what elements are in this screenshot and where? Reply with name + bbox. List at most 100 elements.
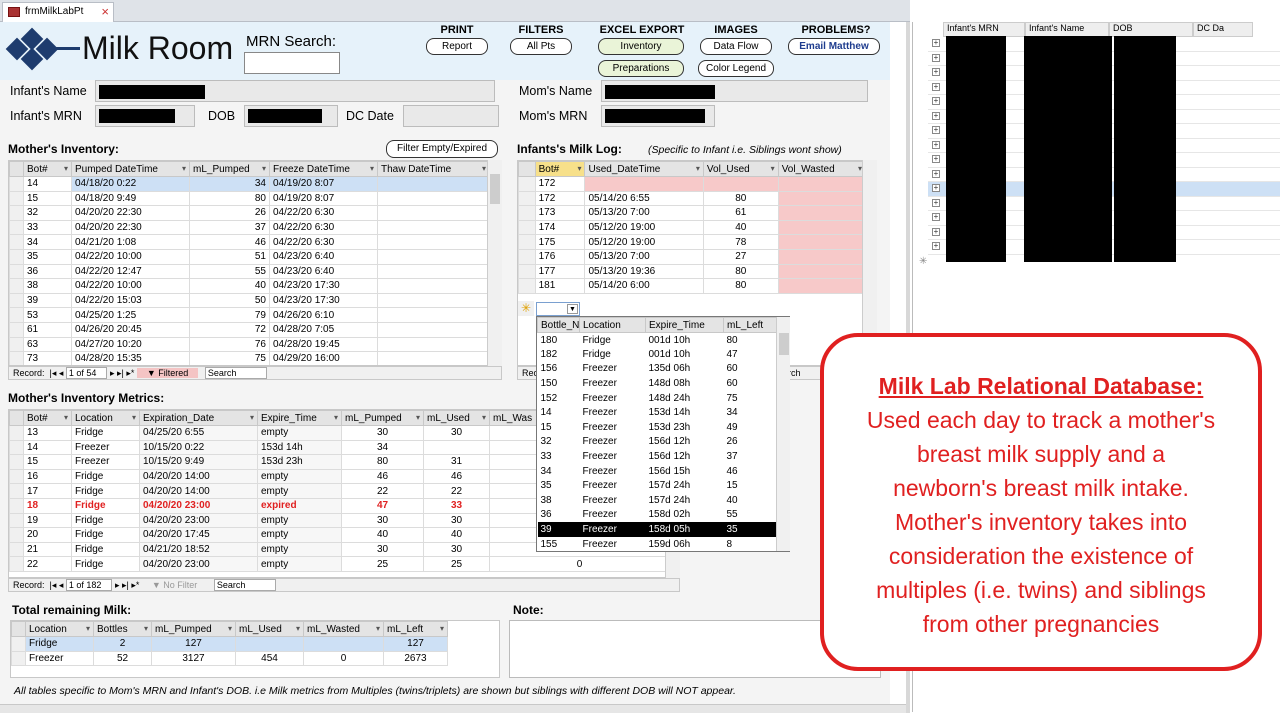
column-header[interactable]: DOB <box>1109 22 1193 37</box>
row-selector[interactable] <box>9 336 24 353</box>
chevron-down-icon[interactable]: ▾ <box>85 623 90 633</box>
column-header[interactable]: Location ▾ <box>25 621 94 637</box>
bottle-dropdown-list[interactable]: Bottle_N Location Expire_Time mL_Left 180 Fr… <box>536 316 790 552</box>
next-record-icon[interactable]: ▸ ▸| ▸* <box>114 580 142 590</box>
column-header[interactable]: mL_Pumped ▾ <box>341 410 424 426</box>
table-row[interactable]: 15 04/18/20 9:49 80 04/19/20 8:07 <box>9 190 490 207</box>
expand-row-icon[interactable]: + <box>932 81 940 91</box>
chevron-down-icon[interactable]: ▾ <box>333 412 338 422</box>
expand-row-icon[interactable]: + <box>932 241 940 250</box>
column-header[interactable]: mL_Used ▾ <box>423 410 490 426</box>
table-row[interactable]: 175 05/12/20 19:00 78 <box>518 234 867 250</box>
list-item[interactable]: 180 Fridge 001d 10h 80 <box>537 332 778 348</box>
column-header[interactable]: Expire_Time ▾ <box>257 410 342 426</box>
row-selector[interactable] <box>9 278 24 294</box>
table-row[interactable]: 38 04/22/20 10:00 40 04/23/20 17:30 <box>9 278 490 294</box>
row-selector[interactable] <box>9 351 24 365</box>
list-item[interactable]: 35 Freezer 157d 24h 15 <box>537 478 778 494</box>
list-item[interactable]: 32 Freezer 156d 12h 26 <box>537 434 778 450</box>
list-item[interactable]: 39 Freezer 158d 05h 35 <box>537 522 778 537</box>
expand-row-icon[interactable]: + <box>932 212 940 221</box>
row-selector[interactable] <box>9 527 24 543</box>
expand-row-icon[interactable]: + <box>932 110 940 120</box>
list-item[interactable]: 152 Freezer 148d 24h 75 <box>537 390 778 406</box>
dropdown-scrollbar[interactable] <box>776 317 790 551</box>
table-row[interactable]: 36 04/22/20 12:47 55 04/23/20 6:40 <box>9 263 490 280</box>
column-header[interactable]: Expiration_Date ▾ <box>139 410 258 426</box>
row-selector[interactable] <box>518 176 536 192</box>
chevron-down-icon[interactable]: ▾ <box>770 163 775 173</box>
chevron-down-icon[interactable]: ▾ <box>481 412 486 422</box>
list-item[interactable]: 156 Freezer 135d 06h 60 <box>537 361 778 377</box>
total-remaining-grid[interactable]: Location ▾ Bottles ▾ mL_Pumped ▾ mL_Used ▾ mL_Wa… <box>10 620 500 678</box>
metrics-record-navigator[interactable]: Record: |◂ ◂ 1 of 182 ▸ ▸| ▸* ▼ No Filte… <box>8 578 680 592</box>
chevron-down-icon[interactable]: ▾ <box>481 163 486 173</box>
expand-row-icon[interactable]: + <box>932 183 940 192</box>
column-header[interactable]: Bot# ▾ <box>23 161 72 177</box>
table-row[interactable]: 34 04/21/20 1:08 46 04/22/20 6:30 <box>9 234 490 250</box>
list-item[interactable]: 155 Freezer 159d 06h 8 <box>537 536 778 552</box>
table-row[interactable]: 173 05/13/20 7:00 61 <box>518 205 867 221</box>
row-selector[interactable] <box>9 205 24 221</box>
row-selector[interactable] <box>9 321 24 338</box>
expand-row-icon[interactable]: + <box>932 38 940 47</box>
list-item[interactable]: 33 Freezer 156d 12h 37 <box>537 449 778 464</box>
table-row[interactable]: 33 04/20/20 22:30 37 04/22/20 6:30 <box>9 219 490 236</box>
bot-number-combo[interactable]: ▼ <box>536 302 580 316</box>
column-header[interactable]: Bot# ▾ <box>23 410 72 426</box>
search-box[interactable]: Search <box>213 579 277 591</box>
chevron-down-icon[interactable]: ▼ <box>567 304 578 314</box>
scroll-thumb[interactable] <box>779 333 789 355</box>
chevron-down-icon[interactable]: ▾ <box>143 623 148 633</box>
column-header[interactable]: Bottles ▾ <box>93 621 152 637</box>
close-icon[interactable]: × <box>101 4 109 19</box>
chevron-down-icon[interactable]: ▾ <box>369 163 374 173</box>
scroll-thumb[interactable] <box>490 174 500 204</box>
expand-row-icon[interactable]: + <box>932 96 940 105</box>
expand-row-icon[interactable]: + <box>932 154 940 163</box>
column-header[interactable]: Used_DateTime ▾ <box>584 161 704 177</box>
mrn-search-input[interactable] <box>244 52 340 74</box>
column-header[interactable]: Infant's MRN <box>943 22 1025 37</box>
row-selector[interactable] <box>9 263 24 280</box>
expand-row-icon[interactable]: + <box>932 168 940 178</box>
data-flow-button[interactable]: Data Flow <box>700 38 772 55</box>
row-selector[interactable] <box>9 556 24 572</box>
record-position[interactable]: 1 of 182 <box>65 579 113 591</box>
table-row[interactable]: 14 04/18/20 0:22 34 04/19/20 8:07 <box>9 176 490 192</box>
row-selector[interactable] <box>518 205 536 221</box>
search-box[interactable]: Search <box>204 367 268 379</box>
email-matthew-button[interactable]: Email Matthew <box>788 38 880 55</box>
column-header[interactable]: DC Da <box>1193 22 1253 37</box>
list-item[interactable]: 182 Fridge 001d 10h 47 <box>537 347 778 362</box>
list-item[interactable]: 34 Freezer 156d 15h 46 <box>537 463 778 479</box>
chevron-down-icon[interactable]: ▾ <box>261 163 266 173</box>
first-record-icon[interactable]: |◂ ◂ <box>47 580 66 590</box>
inventory-export-button[interactable]: Inventory <box>598 38 684 55</box>
record-position[interactable]: 1 of 54 <box>65 367 108 379</box>
table-row[interactable]: 53 04/25/20 1:25 79 04/26/20 6:10 <box>9 307 490 323</box>
row-selector[interactable] <box>9 425 24 441</box>
table-row[interactable]: Freezer 52 3127 454 0 2673 <box>11 650 448 667</box>
list-item[interactable]: 14 Freezer 153d 14h 34 <box>537 405 778 421</box>
preparations-export-button[interactable]: Preparations <box>598 60 684 77</box>
chevron-down-icon[interactable]: ▾ <box>695 163 700 173</box>
row-selector[interactable] <box>9 468 24 485</box>
chevron-down-icon[interactable]: ▾ <box>63 163 68 173</box>
column-header[interactable]: mL_Left ▾ <box>383 621 448 637</box>
inventory-scrollbar[interactable] <box>487 160 502 366</box>
table-row[interactable]: 35 04/22/20 10:00 51 04/23/20 6:40 <box>9 248 490 265</box>
column-header[interactable]: Vol_Used ▾ <box>702 161 779 177</box>
chevron-down-icon[interactable]: ▾ <box>63 412 68 422</box>
chevron-down-icon[interactable]: ▾ <box>415 412 420 422</box>
column-header[interactable]: Pumped DateTime ▾ <box>71 161 190 177</box>
dc-date-field[interactable] <box>403 105 499 127</box>
row-selector[interactable] <box>9 292 24 309</box>
expand-row-icon[interactable]: + <box>932 139 940 149</box>
row-selector[interactable] <box>9 497 24 514</box>
column-header[interactable]: mL_Used ▾ <box>235 621 304 637</box>
row-selector[interactable] <box>9 454 24 470</box>
row-selector[interactable] <box>9 307 24 323</box>
